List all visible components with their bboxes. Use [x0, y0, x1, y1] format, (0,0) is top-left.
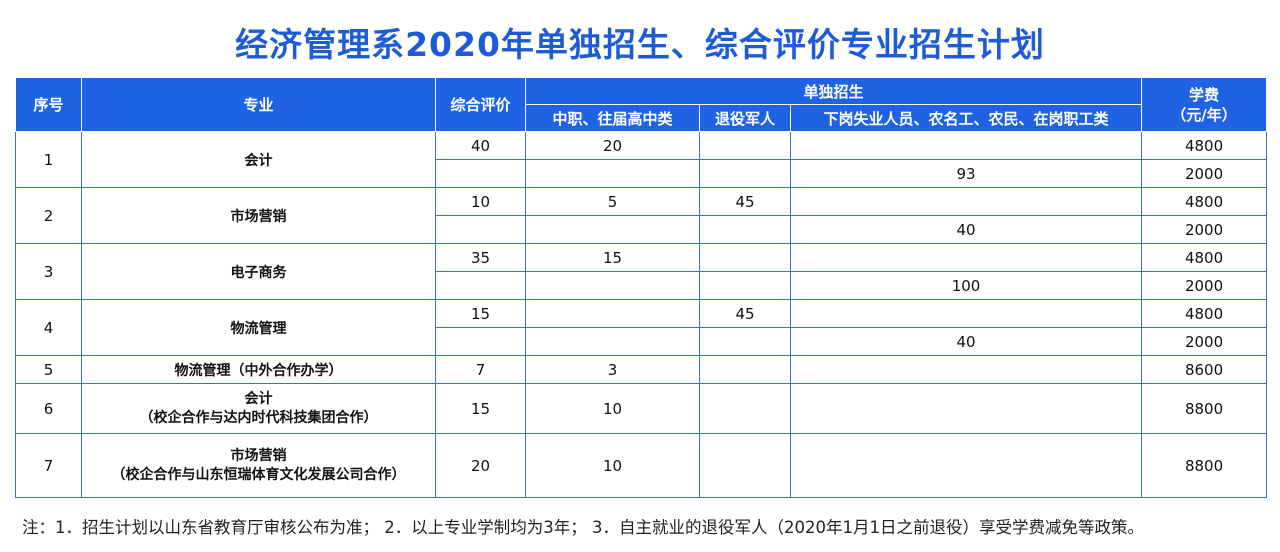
header-single-enrollment: 单独招生 — [524, 77, 1143, 105]
major-cell: 会计 （校企合作与达内时代科技集团合作） — [81, 383, 436, 434]
header-major: 专业 — [81, 77, 436, 132]
workers-cell — [789, 299, 1143, 328]
major-note: （校企合作与山东恒瑞体育文化发展公司合作） — [111, 466, 406, 483]
seq-cell: 6 — [15, 383, 82, 434]
fee-cell: 4800 — [1141, 187, 1268, 216]
header-fee: 学费 （元/年） — [1141, 77, 1268, 132]
table-row: 1 会计 40 20 4800 — [15, 131, 1268, 188]
veterans-cell — [699, 327, 791, 356]
major-cell: 市场营销 （校企合作与山东恒瑞体育文化发展公司合作） — [81, 433, 436, 498]
veterans-cell: 45 — [699, 187, 791, 216]
header-vocational: 中职、往届高中类 — [525, 104, 700, 132]
major-cell: 市场营销 — [81, 187, 436, 244]
table-row: 7 市场营销 （校企合作与山东恒瑞体育文化发展公司合作） 20 10 8800 — [15, 433, 1268, 498]
enrollment-plan-table: 序号 专业 综合评价 单独招生 学费 （元/年） 中职、往届高中类 退役军人 下… — [15, 77, 1268, 498]
comprehensive-cell: 15 — [435, 299, 526, 328]
major-cell: 电子商务 — [81, 243, 436, 300]
seq-cell: 5 — [15, 355, 82, 384]
header-comprehensive: 综合评价 — [435, 77, 526, 132]
comprehensive-cell: 20 — [435, 433, 526, 498]
vocational-cell — [525, 327, 700, 356]
workers-cell: 93 — [789, 159, 1143, 188]
seq-cell: 2 — [15, 187, 82, 244]
table-row: 4 物流管理 15 45 4800 — [15, 299, 1268, 356]
major-cell: 物流管理（中外合作办学） — [81, 355, 436, 384]
comprehensive-cell: 10 — [435, 187, 526, 216]
workers-cell — [789, 131, 1143, 160]
table-row: 6 会计 （校企合作与达内时代科技集团合作） 15 10 8800 — [15, 383, 1268, 434]
seq-cell: 4 — [15, 299, 82, 356]
header-veterans: 退役军人 — [699, 104, 791, 132]
vocational-cell — [525, 271, 700, 300]
veterans-cell — [699, 383, 791, 434]
table-row: 40 2000 — [16, 215, 1268, 244]
fee-cell: 2000 — [1141, 271, 1268, 300]
vocational-cell: 10 — [525, 433, 700, 498]
workers-cell: 100 — [789, 271, 1143, 300]
comprehensive-cell — [435, 215, 526, 244]
vocational-cell: 5 — [525, 187, 700, 216]
footnote: 注：1．招生计划以山东省教育厅审核公布为准； 2．以上专业学制均为3年； 3．自… — [22, 518, 1144, 537]
vocational-cell: 10 — [525, 383, 700, 434]
major-cell: 物流管理 — [81, 299, 436, 356]
fee-cell: 4800 — [1141, 131, 1268, 160]
veterans-cell — [699, 433, 791, 498]
comprehensive-cell: 7 — [435, 355, 526, 384]
seq-cell: 3 — [15, 243, 82, 300]
page-title: 经济管理系2020年单独招生、综合评价专业招生计划 — [235, 25, 1045, 64]
veterans-cell — [699, 131, 791, 160]
comprehensive-cell: 15 — [435, 383, 526, 434]
table-row: 40 2000 — [16, 327, 1268, 356]
veterans-cell — [699, 355, 791, 384]
seq-cell: 7 — [15, 433, 82, 498]
veterans-cell — [699, 159, 791, 188]
vocational-cell: 3 — [525, 355, 700, 384]
vocational-cell: 20 — [525, 131, 700, 160]
workers-cell — [789, 383, 1143, 434]
table-row: 2 市场营销 10 5 45 4800 — [15, 187, 1268, 244]
major-note: （校企合作与达内时代科技集团合作） — [139, 409, 378, 426]
header-fee-unit: （元/年） — [1171, 105, 1237, 124]
comprehensive-cell — [435, 271, 526, 300]
fee-cell: 8600 — [1141, 355, 1268, 384]
workers-cell — [789, 433, 1143, 498]
comprehensive-cell: 35 — [435, 243, 526, 272]
vocational-cell: 15 — [525, 243, 700, 272]
major-name: 市场营销 — [230, 447, 287, 464]
workers-cell — [789, 187, 1143, 216]
veterans-cell — [699, 215, 791, 244]
fee-cell: 4800 — [1141, 243, 1268, 272]
workers-cell: 40 — [789, 215, 1143, 244]
comprehensive-cell — [435, 327, 526, 356]
header-seq: 序号 — [15, 77, 82, 132]
vocational-cell — [525, 159, 700, 188]
major-cell: 会计 — [81, 131, 436, 188]
header-workers: 下岗失业人员、农名工、农民、在岗职工类 — [789, 104, 1143, 132]
header-row-top: 序号 专业 综合评价 单独招生 学费 （元/年） — [15, 77, 1268, 132]
veterans-cell: 45 — [699, 299, 791, 328]
vocational-cell — [525, 215, 700, 244]
veterans-cell — [699, 243, 791, 272]
fee-cell: 2000 — [1141, 215, 1268, 244]
comprehensive-cell: 40 — [435, 131, 526, 160]
veterans-cell — [699, 271, 791, 300]
fee-cell: 2000 — [1141, 327, 1268, 356]
fee-cell: 8800 — [1141, 433, 1268, 498]
header-fee-label: 学费 — [1189, 85, 1220, 104]
table-row: 3 电子商务 35 15 4800 — [15, 243, 1268, 300]
workers-cell — [789, 243, 1143, 272]
comprehensive-cell — [435, 159, 526, 188]
workers-cell: 40 — [789, 327, 1143, 356]
fee-cell: 4800 — [1141, 299, 1268, 328]
table-row: 5 物流管理（中外合作办学） 7 3 8600 — [15, 355, 1268, 384]
fee-cell: 2000 — [1141, 159, 1268, 188]
vocational-cell — [525, 299, 700, 328]
fee-cell: 8800 — [1141, 383, 1268, 434]
seq-cell: 1 — [15, 131, 82, 188]
workers-cell — [789, 355, 1143, 384]
major-name: 会计 — [244, 390, 273, 407]
table-row: 100 2000 — [16, 271, 1268, 300]
